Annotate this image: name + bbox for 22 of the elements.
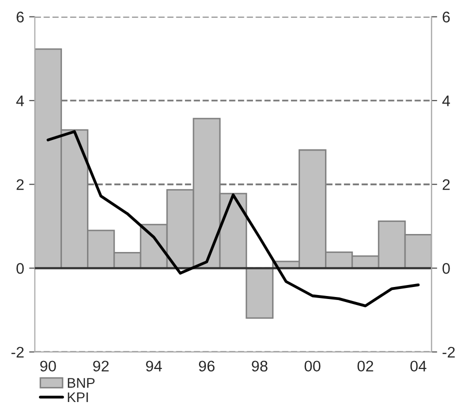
bar xyxy=(246,267,274,319)
x-tick-label: 96 xyxy=(198,360,215,372)
x-tick-label: 04 xyxy=(410,360,426,372)
y2-tick-label: 4 xyxy=(442,96,450,106)
x-tick-label: 94 xyxy=(146,360,162,372)
y2-tick-label: -2 xyxy=(442,346,455,358)
x-tick-label: 98 xyxy=(252,360,268,372)
legend-label: KPI xyxy=(68,392,88,402)
x-tick-label: 90 xyxy=(40,360,56,372)
y-tick-label: 2 xyxy=(16,179,24,190)
y2-tick-label: 6 xyxy=(442,12,450,22)
x-tick-label: 02 xyxy=(358,360,374,372)
y2-tick-label: 0 xyxy=(442,263,450,274)
y-tick-label: 6 xyxy=(16,12,24,22)
x-tick-label: 92 xyxy=(93,360,109,372)
y-tick-label: -2 xyxy=(11,346,24,358)
x-tick-label: 00 xyxy=(304,360,320,372)
line-series xyxy=(46,130,420,308)
y-tick-label: 4 xyxy=(16,96,24,106)
legend-label: BNP xyxy=(68,378,95,388)
y-tick-label: 0 xyxy=(16,263,24,274)
y2-tick-label: 2 xyxy=(442,179,450,190)
